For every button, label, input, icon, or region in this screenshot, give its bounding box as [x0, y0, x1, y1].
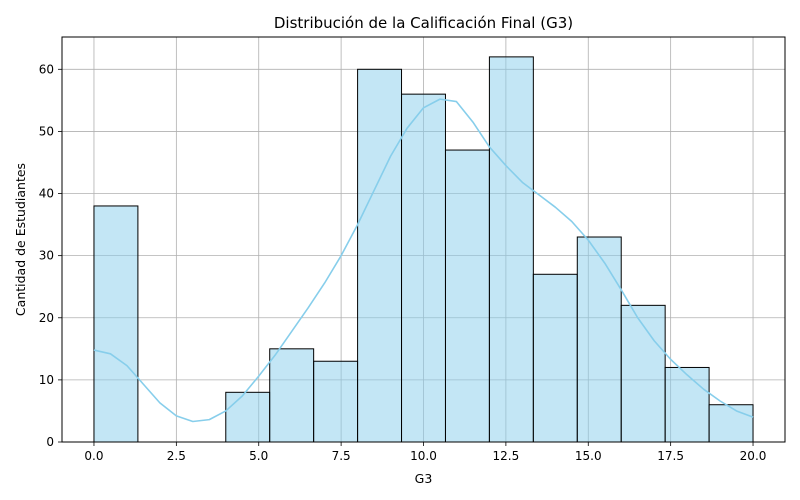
x-tick-label: 7.5 [332, 449, 351, 463]
histogram-bar [664, 366, 710, 443]
histogram-bar [313, 360, 359, 443]
kde-curve [93, 98, 754, 423]
x-tick-label: 10.0 [410, 449, 437, 463]
y-tick-label: 30 [39, 249, 54, 263]
histogram-bars [93, 56, 754, 443]
kde-curve-group [93, 98, 754, 423]
y-tick-label: 0 [46, 435, 54, 449]
histogram-bar [401, 93, 446, 443]
x-tick-label: 17.5 [657, 449, 684, 463]
y-tick-label: 40 [39, 187, 54, 201]
chart-title: Distribución de la Calificación Final (G… [274, 14, 573, 32]
x-tick-label: 0.0 [84, 449, 103, 463]
histogram-bar [225, 391, 271, 443]
x-tick-label: 2.5 [167, 449, 186, 463]
histogram-bar [269, 348, 315, 443]
x-tick-label: 12.5 [493, 449, 520, 463]
x-tick-label: 15.0 [575, 449, 602, 463]
histogram-bar [708, 404, 754, 443]
histogram-bar [93, 205, 139, 443]
histogram-bar [532, 273, 578, 443]
y-tick-label: 20 [39, 311, 54, 325]
histogram-bar [620, 304, 666, 443]
histogram-bar [488, 56, 534, 443]
y-tick-label: 50 [39, 124, 54, 138]
y-axis-label: Cantidad de Estudiantes [13, 163, 28, 316]
y-tick-label: 60 [39, 62, 54, 76]
y-axis-ticks: 0 10 20 30 40 50 60 [39, 62, 62, 449]
x-tick-label: 20.0 [740, 449, 767, 463]
x-axis-label: G3 [415, 471, 433, 486]
x-axis-ticks: 0.0 2.5 5.0 7.5 10.0 12.5 15.0 17.5 20.0 [84, 442, 766, 463]
histogram-bar [357, 68, 403, 443]
histogram-bar [576, 236, 622, 443]
histogram-bar [444, 149, 490, 443]
x-tick-label: 5.0 [249, 449, 268, 463]
y-tick-label: 10 [39, 373, 54, 387]
